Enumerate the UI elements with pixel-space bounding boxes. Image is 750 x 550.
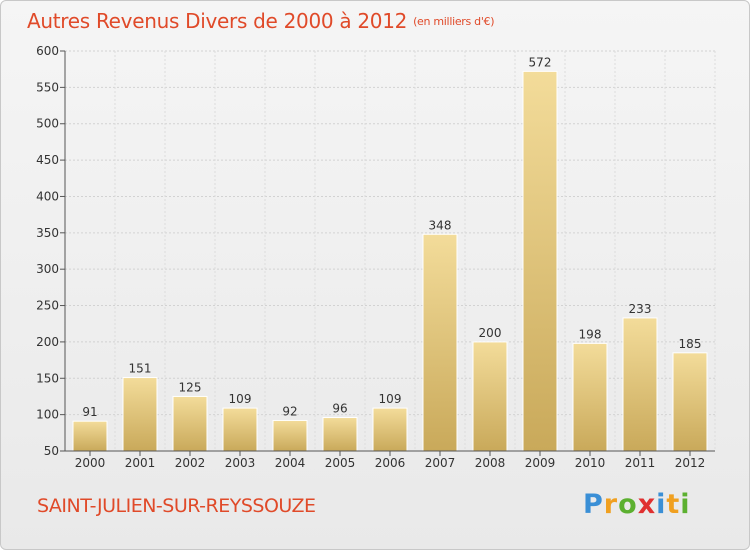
y-tick-label: 50 — [44, 444, 59, 458]
x-tick-label: 2007 — [425, 456, 456, 470]
bar — [322, 417, 358, 452]
bar-layer: 91 151 125 109 92 96 109 348 200 572 198 233 185 — [72, 55, 708, 452]
bar — [222, 407, 258, 452]
logo-letter: x — [637, 489, 657, 520]
x-tick-label: 2011 — [625, 456, 656, 470]
bar — [672, 352, 708, 452]
x-tick-label: 2010 — [575, 456, 606, 470]
logo-letter: t — [666, 489, 681, 520]
x-tick-label: 2004 — [275, 456, 306, 470]
bar-value-label: 96 — [332, 402, 347, 416]
y-tick-label: 150 — [36, 371, 59, 385]
y-tick-label: 550 — [36, 80, 59, 94]
bar-value-label: 109 — [229, 392, 252, 406]
bar — [572, 342, 608, 452]
chart-title-unit: (en milliers d'€) — [413, 15, 495, 28]
bar-value-label: 109 — [379, 392, 402, 406]
bar — [122, 377, 158, 452]
town-name: SAINT-JULIEN-SUR-REYSSOUZE — [37, 495, 316, 517]
bar — [472, 341, 508, 452]
bar-value-label: 200 — [479, 326, 502, 340]
chart-title: Autres Revenus Divers de 2000 à 2012 (en … — [27, 9, 495, 33]
logo-letter: i — [680, 489, 691, 520]
logo-letter: o — [618, 489, 638, 520]
bar-value-label: 572 — [529, 55, 552, 69]
bar-value-label: 233 — [629, 302, 652, 316]
y-tick-label: 250 — [36, 299, 59, 313]
logo-letter: P — [583, 489, 604, 520]
bar-value-label: 185 — [679, 337, 702, 351]
bar — [72, 420, 108, 452]
y-tick-label: 300 — [36, 262, 59, 276]
y-tick-label: 400 — [36, 189, 59, 203]
bar — [372, 407, 408, 452]
logo-letter: r — [603, 489, 619, 520]
y-tick-label: 450 — [36, 153, 59, 167]
bar — [522, 70, 558, 452]
x-tick-label: 2000 — [75, 456, 106, 470]
y-tick-label: 500 — [36, 117, 59, 131]
y-tick-label: 350 — [36, 226, 59, 240]
chart-title-text: Autres Revenus Divers de 2000 à 2012 — [27, 9, 408, 33]
bar-value-label: 125 — [179, 380, 202, 394]
x-tick-label: 2005 — [325, 456, 356, 470]
bar-value-label: 198 — [579, 327, 602, 341]
axis-layer: 50 100 150 200 250 300 350 400 450 500 550 600 2000 2… — [36, 44, 715, 470]
bar — [172, 395, 208, 452]
x-tick-label: 2012 — [675, 456, 706, 470]
x-tick-label: 2002 — [175, 456, 206, 470]
y-tick-label: 600 — [36, 44, 59, 58]
bar — [422, 233, 458, 452]
bar-value-label: 92 — [282, 404, 297, 418]
y-tick-label: 200 — [36, 335, 59, 349]
x-tick-label: 2006 — [375, 456, 406, 470]
bar-value-label: 348 — [429, 218, 452, 232]
x-tick-label: 2001 — [125, 456, 156, 470]
proxiti-logo: Proxiti — [583, 489, 691, 520]
bar-value-label: 91 — [82, 405, 97, 419]
y-tick-label: 100 — [36, 408, 59, 422]
logo-letter: i — [656, 489, 667, 520]
bar-value-label: 151 — [129, 362, 152, 376]
x-tick-label: 2008 — [475, 456, 506, 470]
x-tick-label: 2009 — [525, 456, 556, 470]
bar — [622, 317, 658, 452]
grid-layer — [64, 50, 716, 452]
x-tick-label: 2003 — [225, 456, 256, 470]
bar — [272, 419, 308, 452]
